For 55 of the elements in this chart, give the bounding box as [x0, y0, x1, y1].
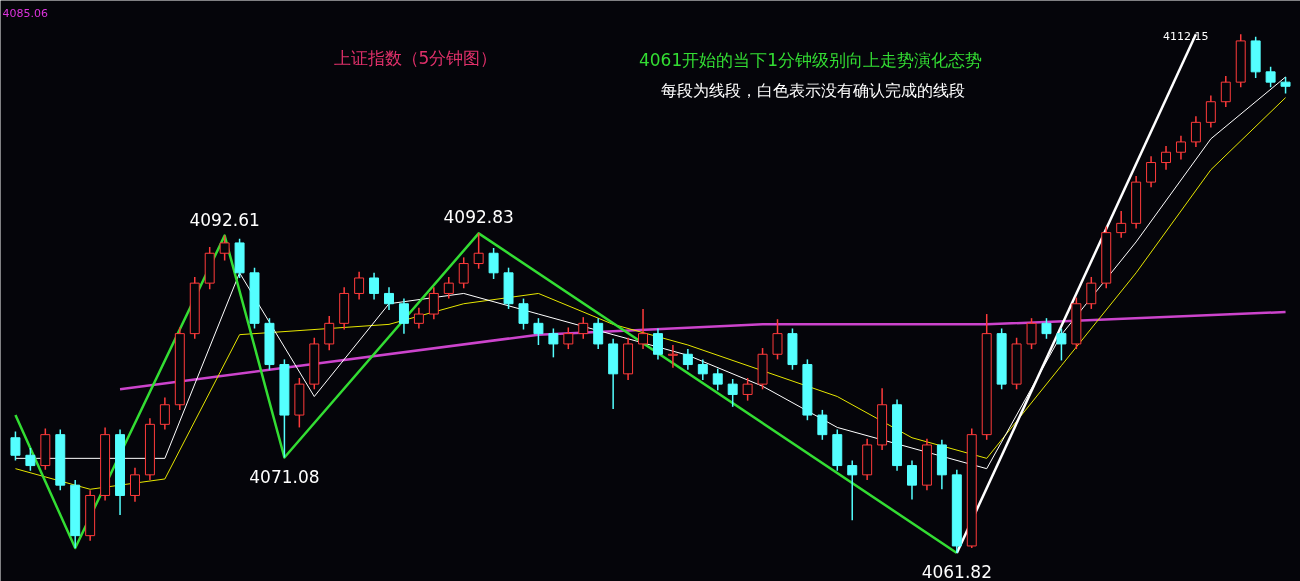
candlestick	[847, 459, 858, 521]
text: 上证指数（5分钟图）	[333, 47, 498, 68]
candlestick	[1026, 317, 1037, 350]
candlestick	[473, 232, 484, 270]
candlestick	[443, 276, 454, 300]
candlestick	[428, 286, 439, 320]
candlestick	[518, 297, 529, 331]
candlestick	[354, 271, 365, 301]
candlestick	[593, 317, 604, 350]
candlestick	[1146, 155, 1157, 189]
candlestick	[1161, 145, 1171, 171]
candlestick	[1041, 317, 1052, 340]
candlestick	[772, 318, 783, 361]
candlestick	[398, 297, 409, 335]
candlestick	[488, 247, 499, 280]
annotation: 4092.83	[443, 207, 514, 228]
candlestick	[130, 466, 140, 503]
candlestick	[1265, 65, 1276, 89]
text: 4085.06	[2, 6, 48, 20]
candlestick	[369, 272, 380, 301]
candlestick	[563, 326, 574, 350]
candlestick	[667, 344, 678, 369]
annotation: 4112.15	[1163, 29, 1209, 43]
candlestick	[697, 358, 708, 381]
candlestick	[817, 409, 828, 441]
candlestick	[727, 378, 738, 408]
candlestick	[578, 316, 589, 340]
candlestick	[1116, 210, 1127, 239]
annotation: 4061.82	[921, 561, 992, 581]
candlestick	[413, 307, 424, 330]
candlestick	[1175, 134, 1186, 161]
candlestick	[533, 317, 544, 346]
candlestick	[1056, 327, 1067, 362]
candlestick	[458, 256, 469, 290]
candlestick	[159, 396, 170, 431]
candlestick	[1220, 75, 1231, 108]
annotation: 4071.08	[249, 466, 320, 487]
candlestick	[219, 234, 230, 262]
candlestick	[682, 348, 693, 371]
candlestick	[652, 327, 663, 361]
candlestick	[712, 367, 723, 392]
text: 4061开始的当下1分钟级别向上走势演化态势	[638, 49, 983, 70]
candlestick	[548, 327, 559, 359]
candlestick	[25, 447, 36, 472]
candlestick	[1205, 94, 1216, 129]
candlestick	[1086, 276, 1097, 310]
candlestick	[384, 286, 394, 311]
candlestick	[324, 315, 335, 351]
candlestick	[907, 459, 917, 501]
annotation: 每段为线段，白色表示没有确认完成的线段	[660, 81, 965, 100]
candlestick	[638, 308, 649, 350]
annotation: 4092.61	[189, 209, 260, 230]
candlestick	[10, 430, 21, 462]
candlestick	[1190, 115, 1201, 148]
candlestick	[742, 377, 753, 402]
